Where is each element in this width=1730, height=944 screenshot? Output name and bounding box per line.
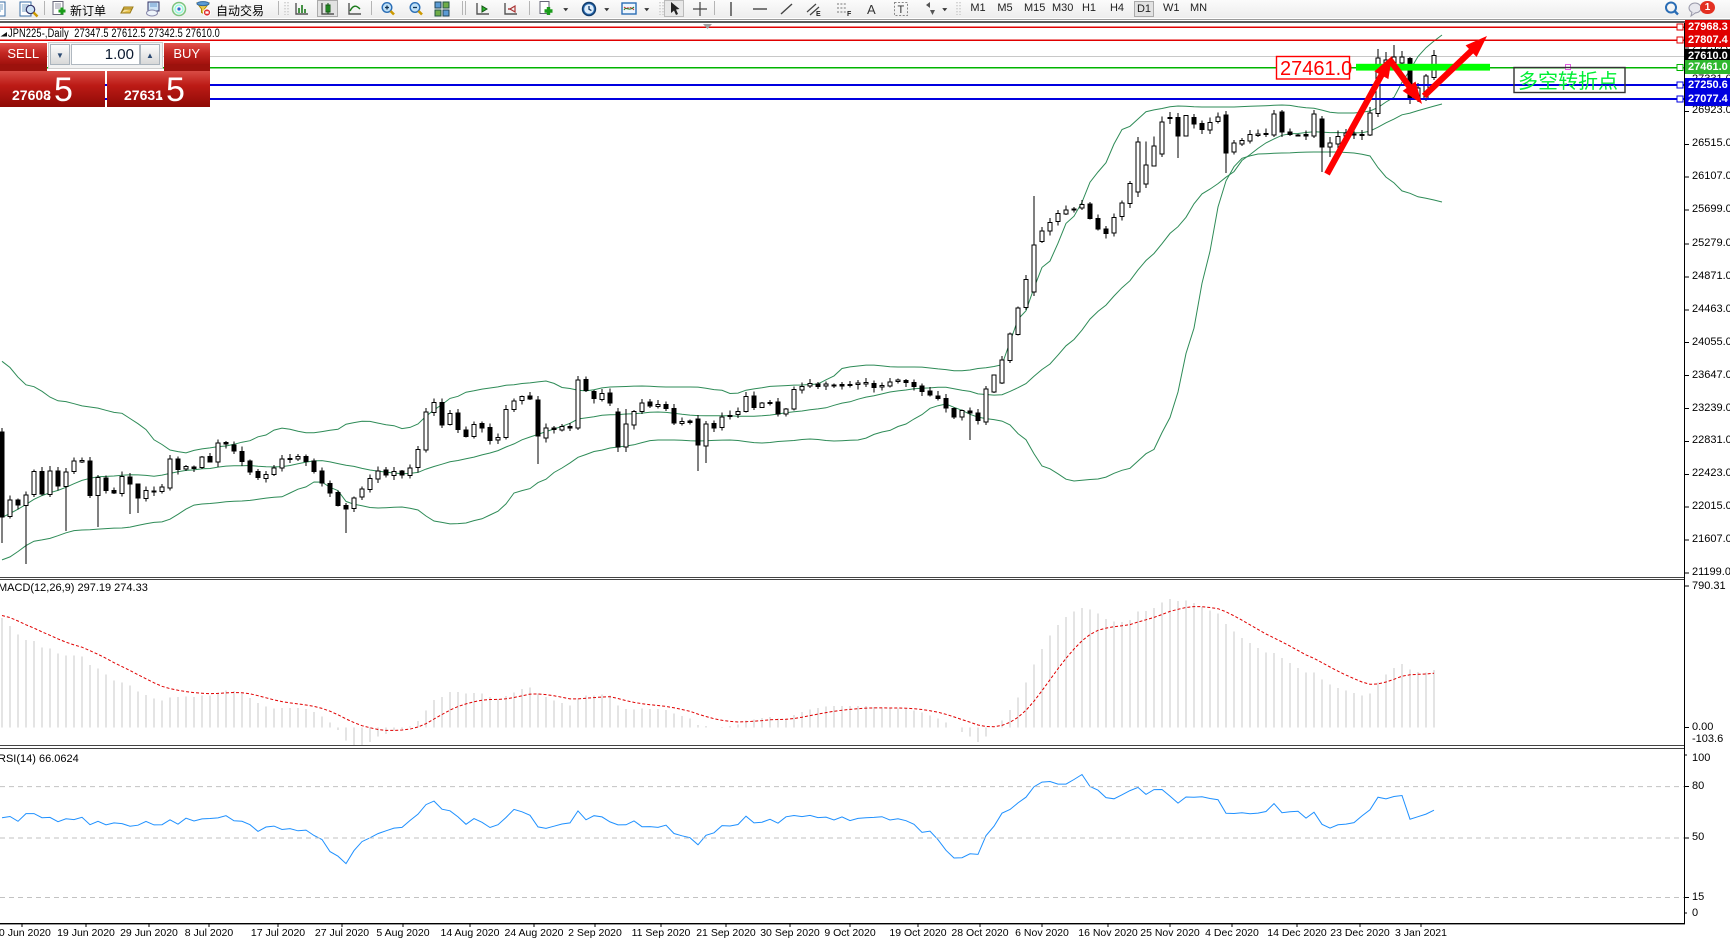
svg-text:多空转折点: 多空转折点 xyxy=(1518,70,1618,93)
svg-text:E: E xyxy=(816,11,821,17)
svg-text:F: F xyxy=(847,11,852,17)
svg-text:T: T xyxy=(898,4,905,16)
svg-text:27461.0: 27461.0 xyxy=(1280,58,1352,80)
svg-text:A: A xyxy=(867,2,876,17)
